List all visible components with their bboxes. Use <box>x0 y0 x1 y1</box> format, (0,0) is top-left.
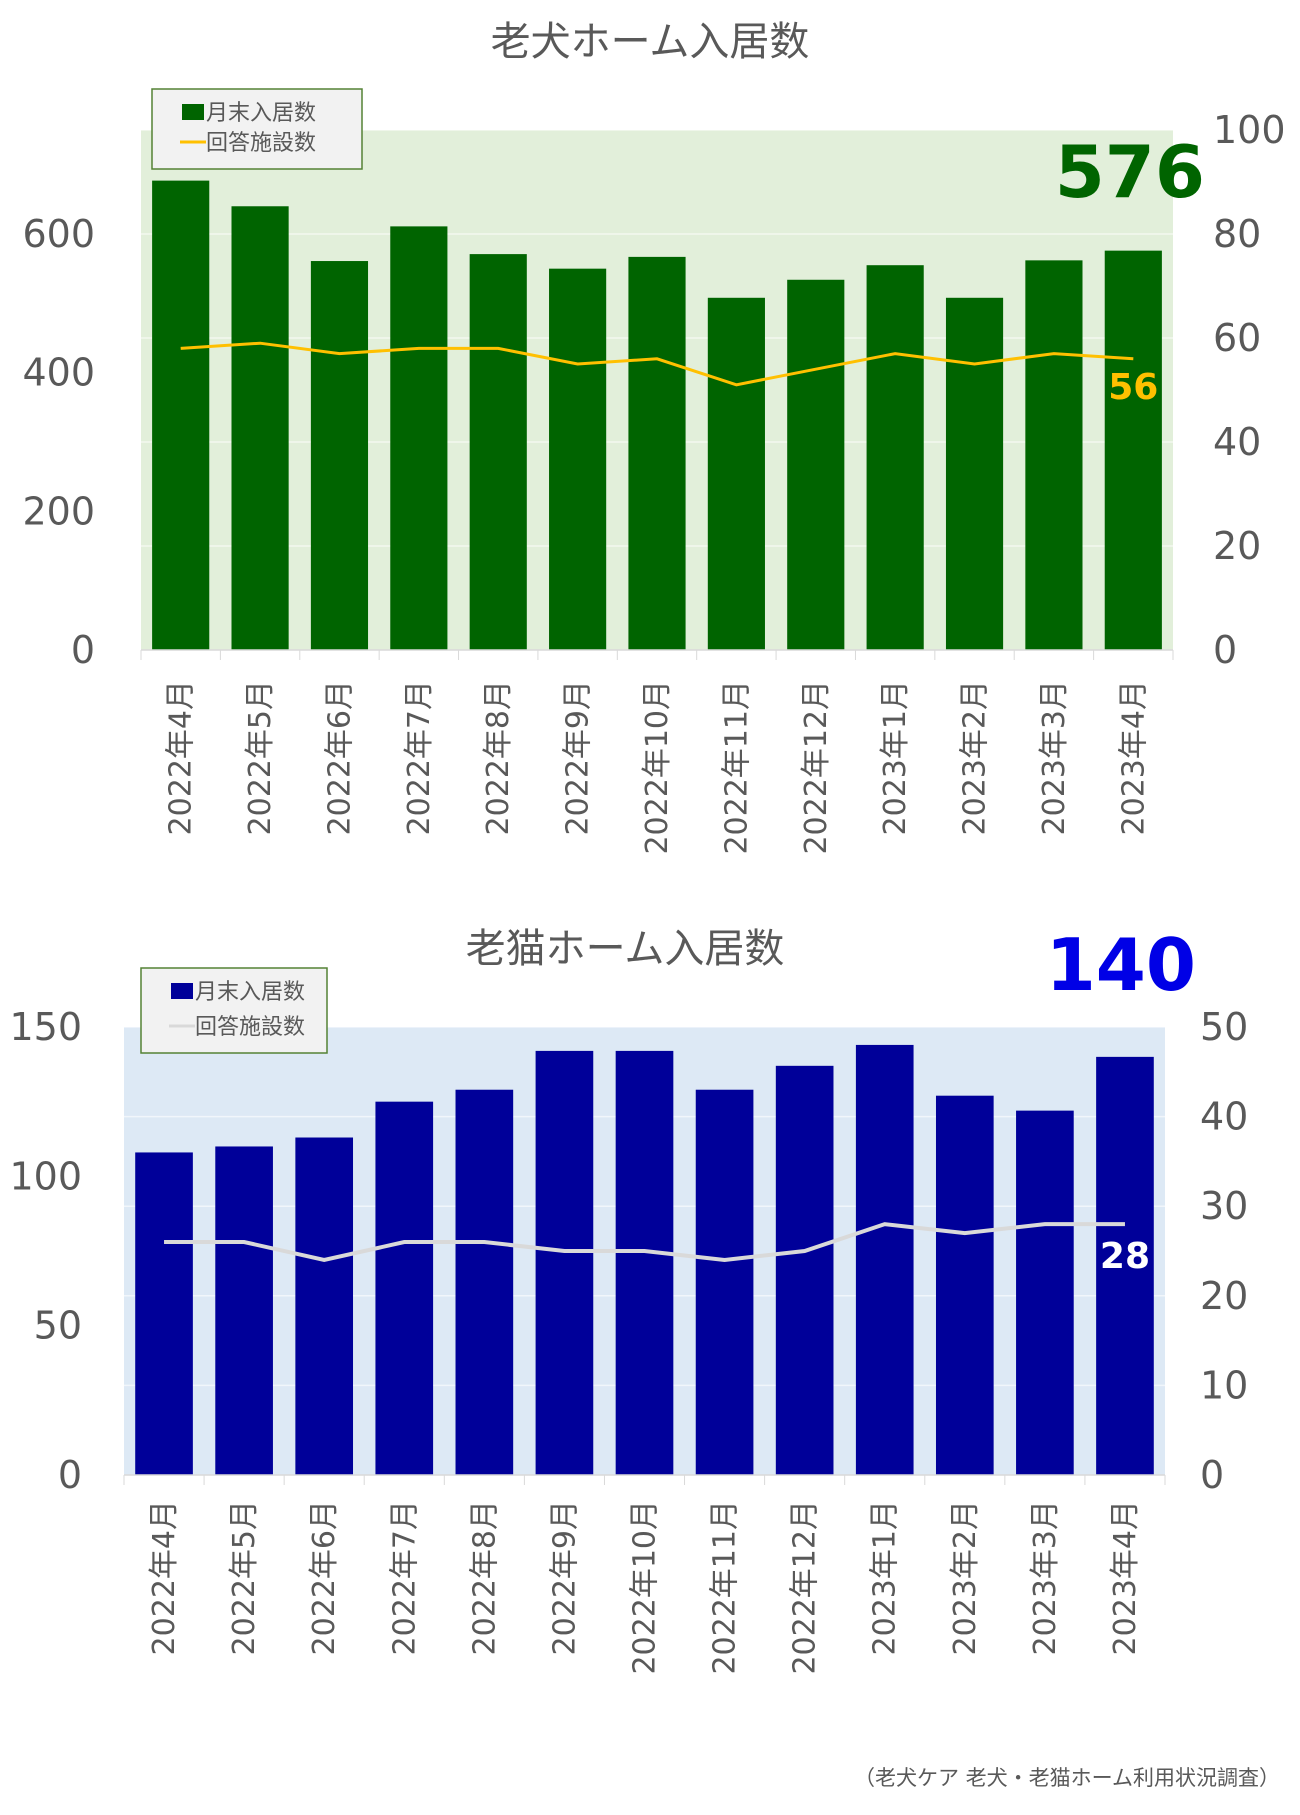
x-axis-label: 2022年5月 <box>227 1500 262 1655</box>
x-axis-label: 2022年12月 <box>788 1500 823 1675</box>
bar <box>535 1050 594 1475</box>
latest-value-label: 140 <box>1046 923 1196 1007</box>
bar <box>855 1044 914 1475</box>
x-axis-label: 2022年5月 <box>243 680 278 835</box>
legend-label-bar: 月末入居数 <box>206 101 316 126</box>
x-axis-label: 2022年10月 <box>640 680 675 855</box>
bar <box>866 265 924 650</box>
cat-home-chart: 老猫ホーム入居数 0 50 100 150 0 10 20 30 40 50 2022年4月 2022年… <box>9 923 1248 1675</box>
bar <box>628 256 686 650</box>
x-axis-label: 2022年6月 <box>322 680 357 835</box>
source-note: （老犬ケア 老犬・老猫ホーム利用状況調査） <box>853 1766 1280 1790</box>
chart-title: 老猫ホーム入居数 <box>466 926 785 972</box>
right-axis-tick-label: 30 <box>1200 1184 1248 1228</box>
x-axis-label: 2022年11月 <box>708 1500 743 1675</box>
dog-home-chart: 老犬ホーム入居数 0 200 400 600 0 20 40 60 80 100 2022年4月 202… <box>22 19 1285 855</box>
x-axis-label: 2022年4月 <box>164 680 199 835</box>
right-axis-tick-label: 0 <box>1213 628 1237 672</box>
bar <box>455 1089 514 1475</box>
right-axis-tick-label: 80 <box>1213 212 1261 256</box>
bar <box>231 206 289 650</box>
x-axis-label: 2022年7月 <box>402 680 437 835</box>
last-line-value-label: 28 <box>1100 1236 1150 1277</box>
right-axis-tick-label: 0 <box>1200 1453 1224 1497</box>
right-axis-tick-label: 40 <box>1200 1095 1248 1139</box>
x-axis-label: 2022年12月 <box>799 680 834 855</box>
x-axis-label: 2022年9月 <box>561 680 596 835</box>
bar <box>1016 1110 1074 1475</box>
legend-label-line: 回答施設数 <box>195 1015 305 1040</box>
right-axis-tick-label: 60 <box>1213 316 1261 360</box>
left-axis-tick-label: 400 <box>22 351 95 395</box>
bar <box>310 261 369 650</box>
left-axis-tick-label: 0 <box>71 628 95 672</box>
legend-swatch-bar <box>182 104 204 120</box>
x-axis-label: 2022年6月 <box>307 1500 342 1655</box>
bar <box>152 180 210 650</box>
bar <box>1025 260 1083 650</box>
left-axis-tick-label: 50 <box>34 1304 82 1348</box>
left-axis-tick-label: 0 <box>58 1453 82 1497</box>
x-axis-label: 2023年3月 <box>1037 680 1072 835</box>
bar <box>775 1065 834 1475</box>
right-axis-tick-label: 50 <box>1200 1005 1248 1049</box>
left-axis-tick-label: 200 <box>22 489 95 533</box>
legend-swatch-bar <box>171 983 193 999</box>
x-axis-label: 2023年4月 <box>1108 1500 1143 1655</box>
line-series <box>164 1222 1125 1263</box>
legend-label-bar: 月末入居数 <box>195 980 305 1005</box>
bar <box>615 1050 674 1475</box>
right-axis-tick-label: 40 <box>1213 420 1261 464</box>
left-axis-tick-label: 600 <box>22 212 95 256</box>
bar <box>295 1137 354 1475</box>
x-axis-label: 2023年1月 <box>878 680 913 835</box>
bar <box>945 297 1004 650</box>
x-axis-label: 2022年7月 <box>387 1500 422 1655</box>
bar <box>375 1101 434 1475</box>
x-axis-label: 2022年8月 <box>467 1500 502 1655</box>
bar <box>390 226 448 650</box>
bar <box>215 1146 273 1475</box>
right-axis-tick-label: 20 <box>1200 1274 1248 1318</box>
x-axis-label: 2023年2月 <box>948 1500 983 1655</box>
bar <box>935 1095 994 1475</box>
legend-box <box>151 88 363 170</box>
bar <box>1104 250 1162 650</box>
bar <box>469 254 527 650</box>
x-axis-label: 2023年3月 <box>1028 1500 1063 1655</box>
bar <box>1096 1056 1154 1475</box>
bar <box>695 1089 754 1475</box>
x-axis-label: 2022年9月 <box>547 1500 582 1655</box>
bar <box>549 268 607 650</box>
last-line-value-label: 56 <box>1108 367 1158 408</box>
legend-label-line: 回答施設数 <box>206 131 316 156</box>
left-axis-tick-label: 150 <box>9 1005 82 1049</box>
x-axis-label: 2022年10月 <box>628 1500 663 1675</box>
right-axis-tick-label: 10 <box>1200 1363 1248 1407</box>
bar <box>707 297 765 650</box>
x-axis-label: 2022年8月 <box>481 680 516 835</box>
right-axis-tick-label: 100 <box>1213 108 1286 152</box>
x-axis-label: 2023年1月 <box>868 1500 903 1655</box>
latest-value-label: 576 <box>1055 130 1205 214</box>
x-axis-label: 2022年11月 <box>719 680 754 855</box>
line-series <box>180 341 1134 387</box>
x-axis-label: 2023年4月 <box>1116 680 1151 835</box>
x-axis-label: 2023年2月 <box>958 680 993 835</box>
left-axis-tick-label: 100 <box>9 1154 82 1198</box>
x-axis-label: 2022年4月 <box>147 1500 182 1655</box>
bar <box>135 1152 193 1475</box>
chart-title: 老犬ホーム入居数 <box>491 19 810 65</box>
bar <box>787 279 845 650</box>
right-axis-tick-label: 20 <box>1213 524 1261 568</box>
legend-box <box>140 967 328 1054</box>
